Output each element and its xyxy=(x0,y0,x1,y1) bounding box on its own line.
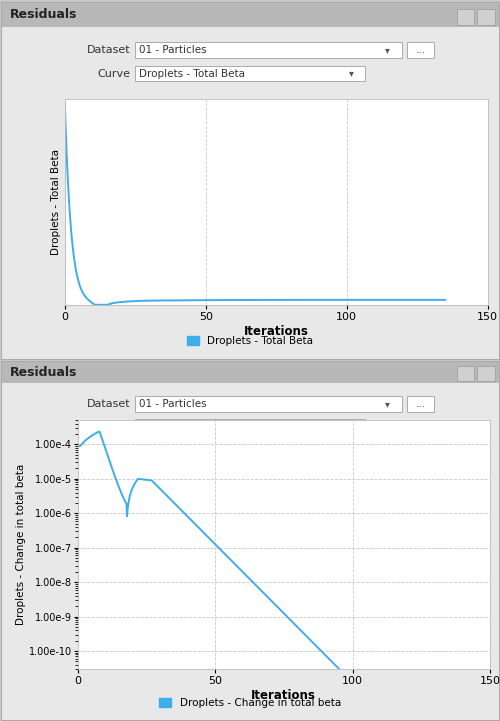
Text: ...: ... xyxy=(416,45,426,56)
Text: Dataset: Dataset xyxy=(87,399,130,410)
Legend: Droplets - Change in total beta: Droplets - Change in total beta xyxy=(155,694,345,712)
Text: ▾: ▾ xyxy=(349,68,354,79)
Bar xyxy=(407,397,434,412)
Bar xyxy=(407,43,434,58)
Text: ▾: ▾ xyxy=(384,45,390,56)
Text: Droplets - Change in total beta: Droplets - Change in total beta xyxy=(140,422,300,431)
Text: Droplets - Total Beta: Droplets - Total Beta xyxy=(140,68,246,79)
Text: 01 - Particles: 01 - Particles xyxy=(140,399,207,410)
Bar xyxy=(136,397,402,412)
Text: Residuals: Residuals xyxy=(10,366,78,379)
Text: 01 - Particles: 01 - Particles xyxy=(140,45,207,56)
Bar xyxy=(1,2,499,27)
Bar xyxy=(477,9,494,25)
Bar xyxy=(136,43,402,58)
Text: Residuals: Residuals xyxy=(10,8,78,21)
Y-axis label: Droplets - Change in total beta: Droplets - Change in total beta xyxy=(16,464,26,625)
X-axis label: Iterations: Iterations xyxy=(244,324,308,337)
Bar xyxy=(1,361,499,384)
Text: ▾: ▾ xyxy=(384,399,390,410)
X-axis label: Iterations: Iterations xyxy=(252,689,316,702)
Text: ▾: ▾ xyxy=(349,422,354,431)
Text: ...: ... xyxy=(416,399,426,410)
Y-axis label: Droplets - Total Beta: Droplets - Total Beta xyxy=(51,149,61,255)
Text: Curve: Curve xyxy=(98,68,130,79)
Bar xyxy=(456,366,474,381)
Text: Curve: Curve xyxy=(98,422,130,431)
Bar xyxy=(477,366,494,381)
Text: Dataset: Dataset xyxy=(87,45,130,56)
Bar xyxy=(136,419,364,434)
Bar xyxy=(456,9,474,25)
Bar xyxy=(136,66,364,81)
Legend: Droplets - Total Beta: Droplets - Total Beta xyxy=(182,332,318,350)
